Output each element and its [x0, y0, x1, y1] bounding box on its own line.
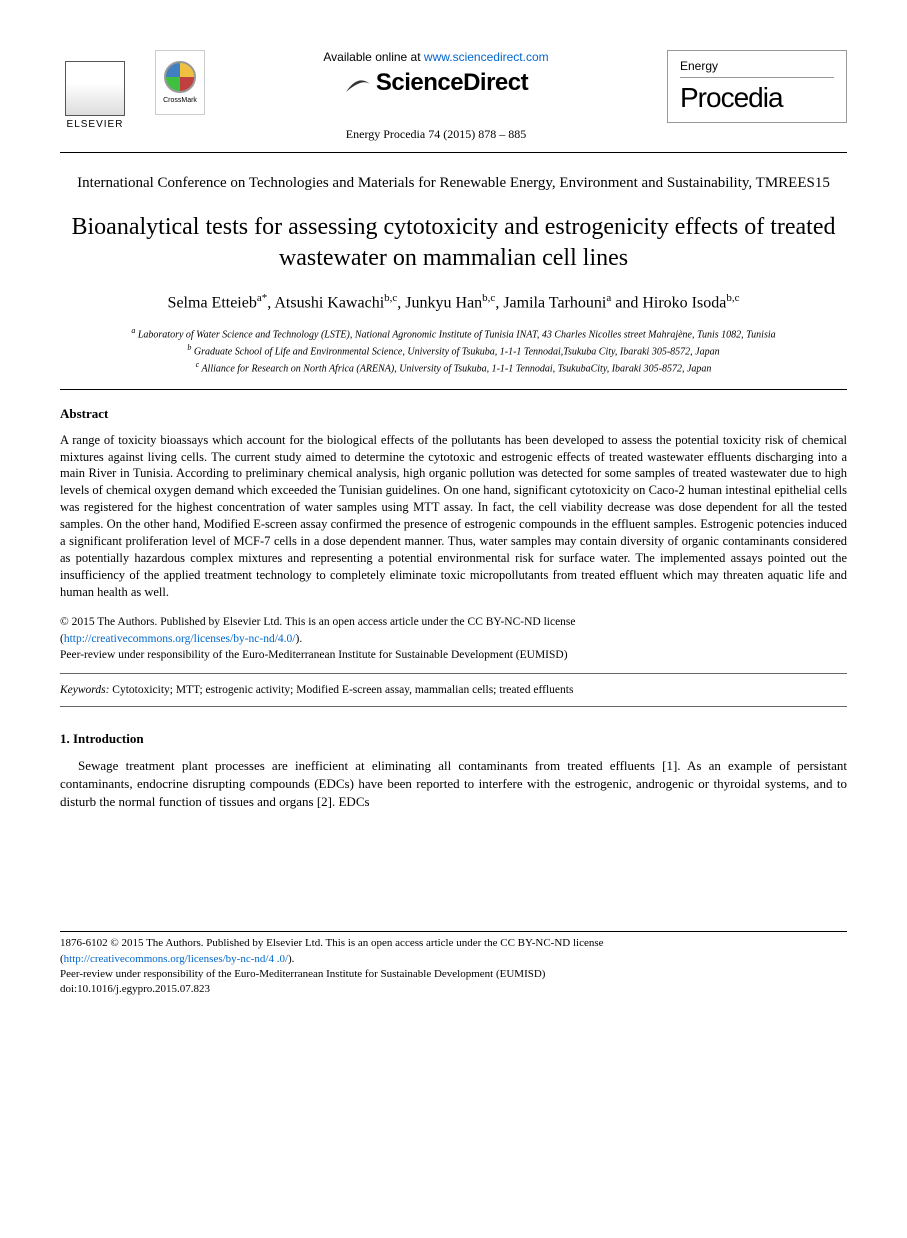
elsevier-label: ELSEVIER	[67, 119, 124, 130]
keywords-label: Keywords:	[60, 684, 109, 696]
footer-issn-line: 1876-6102 © 2015 The Authors. Published …	[60, 936, 847, 951]
introduction-body: Sewage treatment plant processes are ine…	[60, 757, 847, 812]
crossmark-logo[interactable]: CrossMark	[155, 50, 205, 115]
author-4-aff: a	[606, 292, 611, 304]
affiliation-a-text: Laboratory of Water Science and Technolo…	[138, 329, 776, 340]
crossmark-icon	[164, 61, 196, 93]
paper-title: Bioanalytical tests for assessing cytoto…	[60, 212, 847, 274]
journal-citation: Energy Procedia 74 (2015) 878 – 885	[225, 127, 647, 142]
introduction-heading: 1. Introduction	[60, 731, 847, 747]
author-1: Selma Etteieb	[168, 295, 257, 312]
license-line: (http://creativecommons.org/licenses/by-…	[60, 631, 847, 647]
author-3-aff: b,c	[482, 292, 495, 304]
header-center: Available online at www.sciencedirect.co…	[205, 50, 667, 142]
conference-name: International Conference on Technologies…	[60, 173, 847, 194]
sciencedirect-url[interactable]: www.sciencedirect.com	[424, 50, 549, 64]
elsevier-logo: ELSEVIER	[60, 50, 130, 130]
journal-name: Procedia	[680, 82, 834, 114]
affiliation-b-text: Graduate School of Life and Environmenta…	[194, 346, 720, 357]
footer-peer-review: Peer-review under responsibility of the …	[60, 967, 847, 982]
affiliation-a: a Laboratory of Water Science and Techno…	[60, 325, 847, 342]
affiliation-b: b Graduate School of Life and Environmen…	[60, 342, 847, 359]
crossmark-label: CrossMark	[163, 97, 197, 104]
journal-badge: Energy Procedia	[667, 50, 847, 123]
affiliation-c-text: Alliance for Research on North Africa (A…	[201, 364, 711, 375]
abstract-heading: Abstract	[60, 406, 847, 422]
abstract-body: A range of toxicity bioassays which acco…	[60, 432, 847, 601]
copyright-block: © 2015 The Authors. Published by Elsevie…	[60, 614, 847, 662]
affiliation-c: c Alliance for Research on North Africa …	[60, 359, 847, 376]
available-online-line: Available online at www.sciencedirect.co…	[225, 50, 647, 64]
journal-category: Energy	[680, 59, 834, 78]
author-list: Selma Etteieba*, Atsushi Kawachib,c, Jun…	[60, 292, 847, 312]
author-2-aff: b,c	[384, 292, 397, 304]
author-1-aff: a*	[257, 292, 267, 304]
copyright-divider-bottom	[60, 706, 847, 707]
copyright-divider-top	[60, 673, 847, 674]
page-footer: 1876-6102 © 2015 The Authors. Published …	[60, 931, 847, 998]
affiliations: a Laboratory of Water Science and Techno…	[60, 325, 847, 377]
header-divider	[60, 152, 847, 153]
header-left-logos: ELSEVIER CrossMark	[60, 50, 205, 130]
peer-review-line: Peer-review under responsibility of the …	[60, 647, 847, 663]
copyright-line1: © 2015 The Authors. Published by Elsevie…	[60, 614, 847, 630]
sciencedirect-label: ScienceDirect	[376, 69, 528, 96]
available-prefix: Available online at	[323, 50, 424, 64]
author-4: Jamila Tarhouni	[503, 295, 606, 312]
keywords-text: Cytotoxicity; MTT; estrogenic activity; …	[109, 684, 573, 696]
page-header: ELSEVIER CrossMark Available online at w…	[60, 50, 847, 142]
footer-license-link[interactable]: http://creativecommons.org/licenses/by-n…	[64, 953, 288, 965]
footer-divider	[60, 931, 847, 932]
license-link[interactable]: http://creativecommons.org/licenses/by-n…	[64, 633, 296, 645]
author-5-aff: b,c	[726, 292, 739, 304]
footer-license-line: (http://creativecommons.org/licenses/by-…	[60, 952, 847, 967]
sciencedirect-logo: ScienceDirect	[225, 69, 647, 97]
keywords-line: Keywords: Cytotoxicity; MTT; estrogenic …	[60, 684, 847, 696]
author-2: Atsushi Kawachi	[274, 295, 384, 312]
footer-doi: doi:10.1016/j.egypro.2015.07.823	[60, 982, 847, 997]
author-5: Hiroko Isoda	[642, 295, 726, 312]
affiliation-divider	[60, 389, 847, 390]
author-3: Junkyu Han	[405, 295, 482, 312]
sciencedirect-swoosh-icon	[344, 72, 372, 96]
elsevier-tree-icon	[65, 61, 125, 116]
